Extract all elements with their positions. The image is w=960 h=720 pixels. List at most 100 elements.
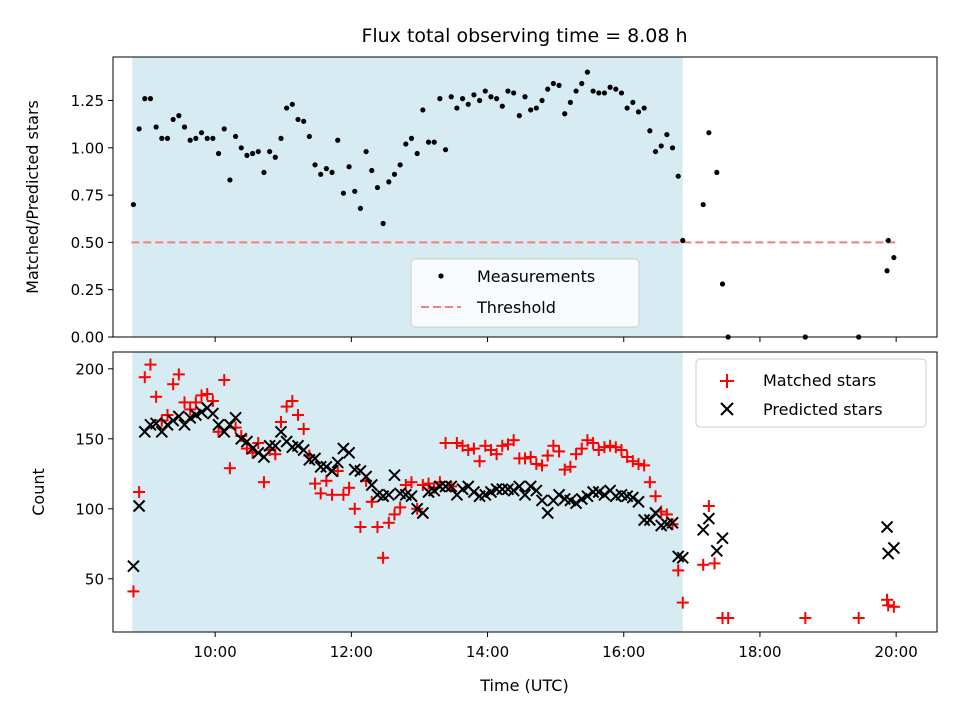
matched-star-point [201, 388, 214, 400]
measurement-point [454, 105, 460, 111]
measurement-point [414, 150, 420, 157]
measurement-point [136, 126, 142, 132]
measurement-point [522, 94, 528, 100]
matched-star-point [882, 599, 895, 612]
measurement-point [482, 88, 488, 94]
measurement-point [215, 150, 222, 157]
measurement-point [669, 145, 676, 151]
measurement-point [528, 107, 534, 113]
predicted-star-point [291, 439, 305, 453]
legend-threshold-label: Threshold [476, 298, 556, 317]
matched-star-point [632, 458, 645, 470]
matched-star-point [348, 502, 361, 515]
measurement-point [431, 139, 437, 145]
matched-star-point [172, 368, 185, 381]
measurement-point [369, 167, 375, 174]
predicted-star-point [524, 480, 537, 493]
measurement-point [335, 137, 341, 143]
legend-predicted-marker [720, 402, 734, 416]
predicted-star-point [382, 488, 396, 502]
matched-star-point [881, 593, 894, 606]
bottom-axes-frame [112, 351, 938, 633]
predicted-star-point [161, 418, 174, 432]
matched-star-point [609, 441, 622, 454]
predicted-star-point [166, 414, 180, 427]
matched-star-point [702, 500, 715, 512]
matched-star-point [581, 434, 594, 447]
measurement-point [567, 99, 573, 106]
measurement-point [641, 105, 647, 111]
measurement-point [232, 133, 239, 140]
predicted-star-point [880, 520, 894, 534]
measurement-point [221, 126, 227, 132]
measurement-point [289, 101, 295, 107]
predicted-star-point [535, 494, 549, 507]
predicted-star-point [427, 484, 441, 497]
matched-star-point [218, 374, 231, 386]
measurement-point [719, 281, 726, 287]
matched-star-point [530, 458, 543, 470]
bottom-ytick-label: 200 [75, 360, 104, 378]
predicted-star-point [269, 439, 282, 453]
measurement-point [700, 201, 706, 208]
measurement-point [329, 169, 335, 176]
measurement-point [420, 107, 426, 113]
measurement-point [198, 130, 205, 136]
measurement-point [465, 101, 471, 107]
measurement-point [511, 90, 517, 96]
predicted-star-point [702, 512, 716, 525]
top-ytick-label: 0.25 [71, 281, 104, 299]
predicted-star-point [274, 425, 288, 439]
measurement-point [579, 80, 585, 87]
predicted-star-point [308, 452, 322, 465]
measurement-point [386, 179, 392, 185]
matched-star-point [473, 455, 486, 468]
matched-star-point [286, 395, 299, 407]
matched-star-point [297, 423, 310, 435]
matched-star-point [382, 516, 395, 529]
bottom-legend-box [695, 358, 927, 428]
matched-star-point [416, 479, 429, 491]
predicted-star-point [445, 480, 458, 493]
measurement-point [706, 130, 712, 136]
legend-matched-marker [720, 374, 734, 388]
bottom-xtick-label: 14:00 [466, 643, 509, 661]
matched-star-point [127, 585, 140, 598]
matched-star-point [604, 439, 617, 452]
predicted-star-point [666, 516, 679, 530]
measurement-point [380, 220, 386, 227]
predicted-star-point [513, 480, 526, 493]
measurement-point [533, 105, 539, 111]
measurement-point [573, 88, 579, 94]
predicted-star-point [467, 485, 481, 499]
matched-star-point [371, 521, 384, 533]
bottom-xtick-label: 10:00 [194, 643, 237, 661]
predicted-star-point [716, 531, 729, 545]
predicted-star-point [696, 523, 710, 537]
measurement-point [278, 135, 284, 141]
predicted-star-point [710, 544, 724, 558]
matched-star-point [450, 437, 463, 449]
legend-predicted-label: Predicted stars [763, 400, 883, 419]
measurement-point [301, 118, 307, 124]
matched-star-point [326, 488, 339, 501]
predicted-star-point [325, 464, 339, 478]
top-ytick-label: 0.50 [71, 234, 104, 252]
predicted-star-point [405, 489, 418, 503]
matched-star-point [553, 445, 566, 458]
measurement-point [312, 162, 318, 168]
predicted-star-point [541, 506, 554, 520]
measurement-point [159, 135, 165, 141]
top-axes-frame [112, 56, 938, 338]
predicted-star-point [490, 482, 503, 496]
predicted-star-point [637, 513, 651, 527]
predicted-star-point [320, 460, 333, 474]
matched-star-point [184, 403, 197, 416]
predicted-star-point [569, 496, 583, 510]
measurement-point [130, 201, 137, 208]
matched-star-point [592, 444, 605, 456]
predicted-star-point [649, 506, 662, 520]
measurement-point [499, 103, 505, 109]
measurement-point [437, 96, 443, 102]
